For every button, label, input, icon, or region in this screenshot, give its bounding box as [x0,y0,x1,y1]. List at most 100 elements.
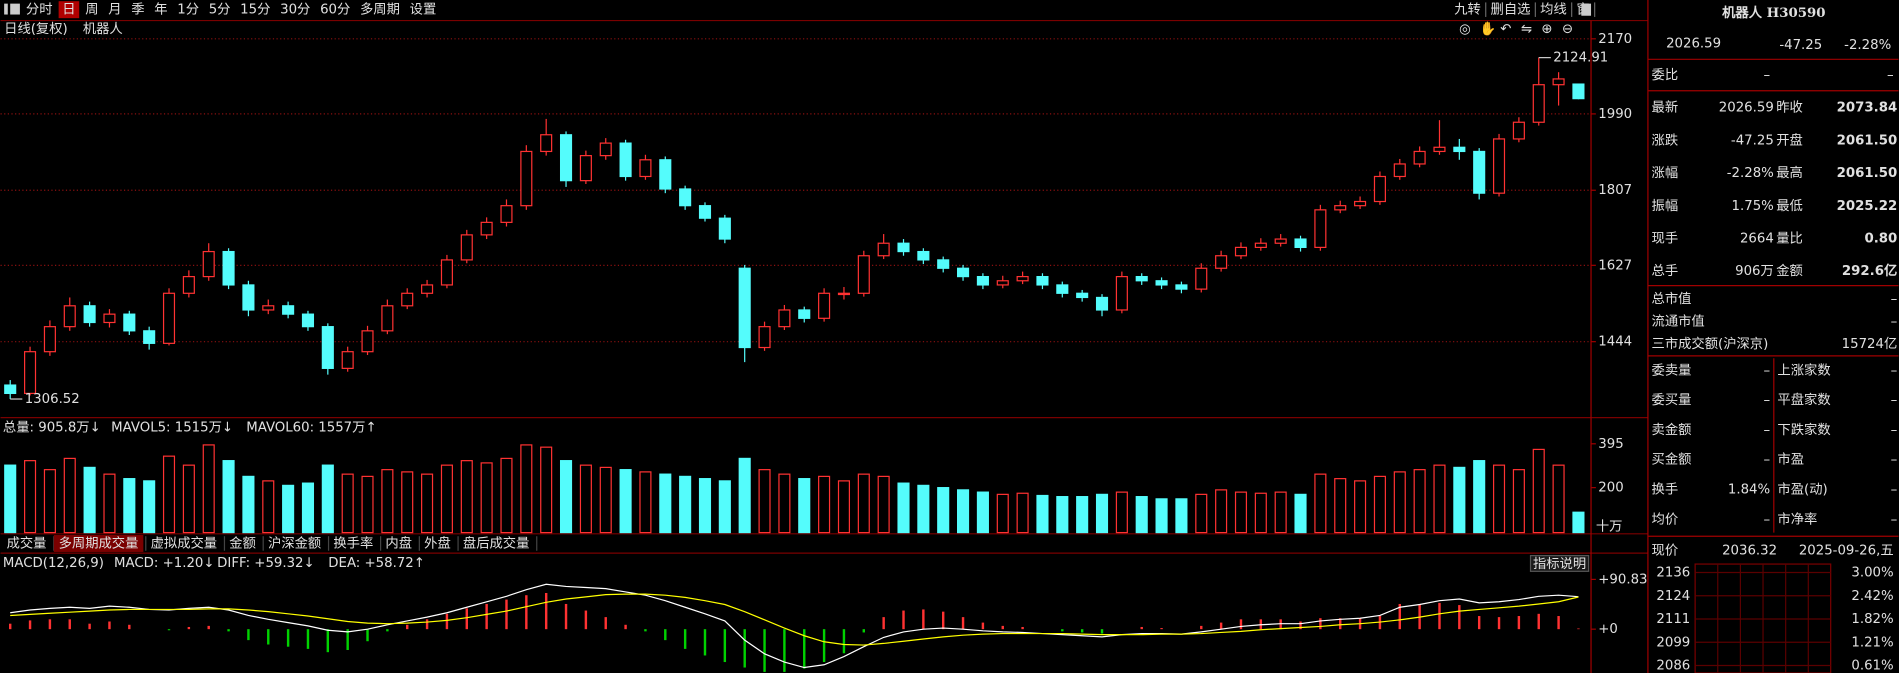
toolbar-item[interactable]: 均线 [1540,2,1567,18]
tool-icon[interactable]: ⊖ [1562,22,1573,37]
mini-label: 现价 [1652,544,1679,559]
volume-tab[interactable]: 内盘 [385,534,412,551]
toolbar-item[interactable]: 15分 [240,2,270,18]
candle-body [1453,146,1466,153]
volume-tab[interactable]: 成交量 [7,534,47,551]
toolbar-item[interactable]: 5分 [209,2,231,18]
volume-bar [758,469,771,534]
candle-body [262,305,275,311]
row-value: -2.28% [1727,166,1774,181]
candle-body [996,280,1009,286]
row-label: 委卖量 [1652,362,1692,378]
row-value: – [1891,393,1898,408]
button-label[interactable]: 指标说明 [1533,556,1586,572]
volume-tab[interactable]: 换手率 [333,534,373,551]
candle-body [957,267,970,278]
row-label: 总手 [1652,263,1679,279]
volume-bar [579,464,592,534]
volume-tab[interactable]: 外盘 [424,534,451,551]
icon [4,3,8,15]
toolbar-item[interactable]: 60分 [320,2,350,18]
macd-line [10,583,1579,669]
toolbar-item[interactable]: 季 [131,2,144,18]
legend-text: MAVOL60: 1557万↑ [246,420,376,435]
row-label: 委买量 [1652,392,1692,408]
toolbar-item[interactable]: 分时 [26,2,53,18]
button[interactable] [1529,554,1590,572]
volume-bar [460,460,473,534]
tool-icon[interactable]: ✋ [1480,20,1497,37]
volume-bar [321,464,334,534]
volume-bar [1274,491,1287,534]
volume-bar [639,471,652,534]
row-value: 1.84% [1728,482,1770,497]
candle-body [520,150,533,207]
mini-price-label: 2124 [1656,589,1690,604]
candle-body [837,292,851,296]
candle-body [1294,238,1307,249]
toolbar-item[interactable]: 30分 [280,2,310,18]
candle-body [1532,84,1545,123]
toolbar-item[interactable]: 设置 [410,2,437,18]
row-label: 现手 [1652,230,1679,246]
candle-body [321,326,334,369]
volume-bar [937,487,950,534]
candle-body [242,284,255,311]
volume-bar [202,444,215,534]
row-value: 906万 [1735,264,1774,279]
toolbar-item[interactable]: 1分 [177,2,199,18]
row-value: – [1764,393,1771,408]
candle-body [619,142,632,178]
row-label: 流通市值 [1652,312,1705,329]
toolbar-item[interactable]: 日 [62,3,75,18]
volume-bar [1155,498,1168,534]
candle-body [1215,255,1228,269]
volume-bar [480,462,493,534]
volume-tab[interactable]: 虚拟成交量 [151,534,217,551]
y-tick-label: +90.83 [1598,572,1647,587]
candle-body [1095,296,1109,311]
volume-bar [1393,471,1406,534]
volume-bar [917,484,930,534]
candle-body [818,292,831,319]
row-value: 2061.50 [1837,133,1898,148]
volume-tab[interactable]: 沪深金额 [268,535,321,551]
volume-tab[interactable]: 盘后成交量 [463,534,529,551]
tool-icon[interactable]: ◎ [1459,22,1471,37]
volume-bar [182,464,195,534]
candle-body [1056,284,1069,294]
y-tick-label: +0 [1598,622,1618,637]
row-value: – [1891,453,1898,468]
row-value: – [1891,423,1898,438]
candle-body [143,330,156,344]
mini-price-label: 2111 [1656,612,1690,627]
candle-body [1234,246,1248,257]
candle-body [24,351,37,395]
volume-bar [1115,491,1128,534]
toolbar-item[interactable]: 周 [85,3,98,18]
tool-icon[interactable]: ⊕ [1541,22,1552,37]
mini-date: 2025-09-26,五 [1799,544,1894,559]
tool-icon[interactable]: ⇋ [1521,22,1532,37]
candle-body [162,292,176,344]
volume-bar [1294,493,1307,534]
candle-body [698,205,712,219]
panel-title: 机器人 H30590 [1722,4,1825,21]
row-label: 市盈 [1777,451,1804,468]
price-annotation: 2124.91 [1553,51,1608,66]
volume-tab[interactable]: 金额 [229,535,256,551]
toolbar-item[interactable]: 九转 [1454,2,1481,18]
volume-bar [24,460,37,534]
volume-tab[interactable]: 多周期成交量 [59,534,139,551]
tool-icon[interactable]: ↶ [1500,22,1511,37]
toolbar-item[interactable]: 多周期 [360,1,400,18]
y-tick-label: 1627 [1598,258,1632,273]
toolbar-item[interactable]: 月 [108,3,121,18]
toolbar-item[interactable]: 年 [154,2,167,18]
toolbar-item[interactable]: 删自选 [1491,2,1531,18]
volume-bar [1492,464,1506,534]
candle-body [1175,284,1188,290]
volume-bar [798,478,811,534]
row-value: 2664 [1740,231,1774,246]
